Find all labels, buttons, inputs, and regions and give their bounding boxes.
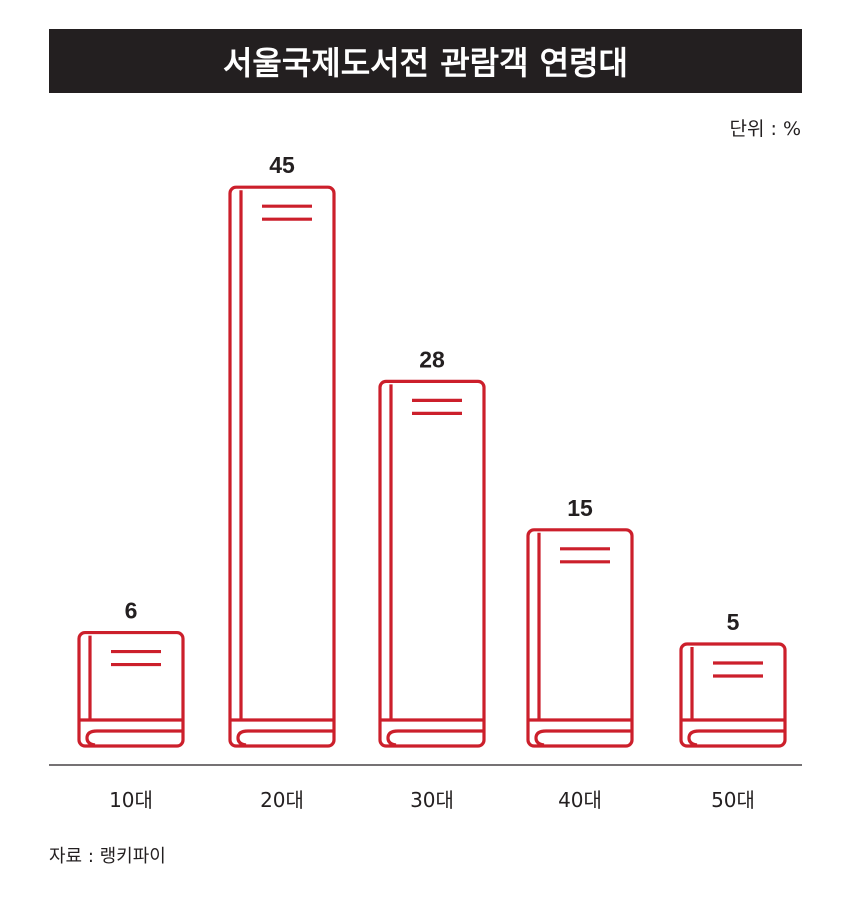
bar-cover (679, 642, 787, 748)
value-label: 45 (269, 152, 295, 178)
bar-pages-curve (386, 729, 483, 747)
category-label: 50대 (711, 788, 755, 812)
value-label: 5 (727, 609, 740, 635)
unit-label: 단위 : % (729, 118, 802, 140)
bars-group: 6 10대 45 20대 28 30대 15 40대 5 50대 (77, 152, 787, 812)
bar-pages-curve (236, 729, 333, 747)
category-label: 30대 (410, 788, 454, 812)
bar-cover (77, 630, 185, 748)
bar-book-5 (679, 642, 787, 748)
source-label: 자료 : 랭키파이 (49, 846, 166, 867)
value-label: 15 (567, 495, 593, 521)
category-label: 10대 (109, 788, 153, 812)
chart-title: 서울국제도서전 관람객 연령대 (222, 44, 628, 82)
value-label: 28 (419, 346, 445, 372)
title-bar: 서울국제도서전 관람객 연령대 (49, 29, 802, 93)
bar-book-3 (378, 379, 486, 748)
bar-pages-curve (687, 729, 784, 747)
bar-pages-curve (534, 729, 631, 747)
bar-book-2 (228, 185, 336, 748)
bar-book-4 (526, 528, 634, 748)
value-label: 6 (125, 598, 138, 624)
bar-cover (228, 185, 336, 748)
bar-cover (526, 528, 634, 748)
category-label: 40대 (558, 788, 602, 812)
category-label: 20대 (260, 788, 304, 812)
bar-book-1 (77, 630, 185, 748)
bar-cover (378, 379, 486, 748)
bar-pages-curve (85, 729, 182, 747)
